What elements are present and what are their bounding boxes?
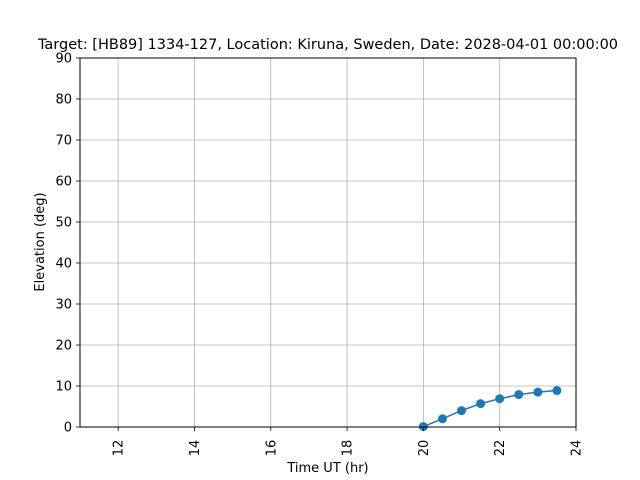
x-tick-label: 20: [417, 440, 432, 457]
y-tick-label: 80: [55, 93, 72, 108]
data-point: [457, 406, 467, 416]
y-tick-label: 10: [55, 380, 72, 395]
y-tick-label: 60: [55, 175, 72, 190]
y-tick-label: 0: [64, 421, 72, 436]
x-tick-label: 18: [341, 440, 356, 457]
x-axis-label: Time UT (hr): [286, 461, 368, 476]
data-point: [514, 390, 524, 400]
y-tick-label: 30: [55, 298, 72, 313]
y-tick-label: 70: [55, 134, 72, 149]
x-tick-label: 16: [264, 440, 279, 457]
y-tick-label: 20: [55, 339, 72, 354]
data-point: [476, 399, 486, 409]
data-point: [552, 386, 562, 396]
x-tick-label: 22: [493, 440, 508, 457]
x-tick-label: 14: [188, 440, 203, 457]
x-tick-label: 24: [570, 440, 585, 457]
plot-area: [80, 58, 576, 427]
series-layer: [418, 386, 562, 432]
chart-title: Target: [HB89] 1334-127, Location: Kirun…: [37, 37, 618, 53]
y-tick-label: 90: [55, 52, 72, 67]
data-point: [437, 414, 447, 424]
plot-frame: [79, 57, 577, 428]
y-tick-label: 50: [55, 216, 72, 231]
axis-ticks: 12 14 16 18 20 22 24 0 10 20 30 40 50 60 70 80 90: [55, 52, 584, 457]
y-axis-label: Elevation (deg): [33, 192, 48, 291]
y-tick-label: 40: [55, 257, 72, 272]
data-point: [533, 387, 543, 397]
x-tick-label: 12: [112, 440, 127, 457]
data-point: [495, 394, 505, 404]
